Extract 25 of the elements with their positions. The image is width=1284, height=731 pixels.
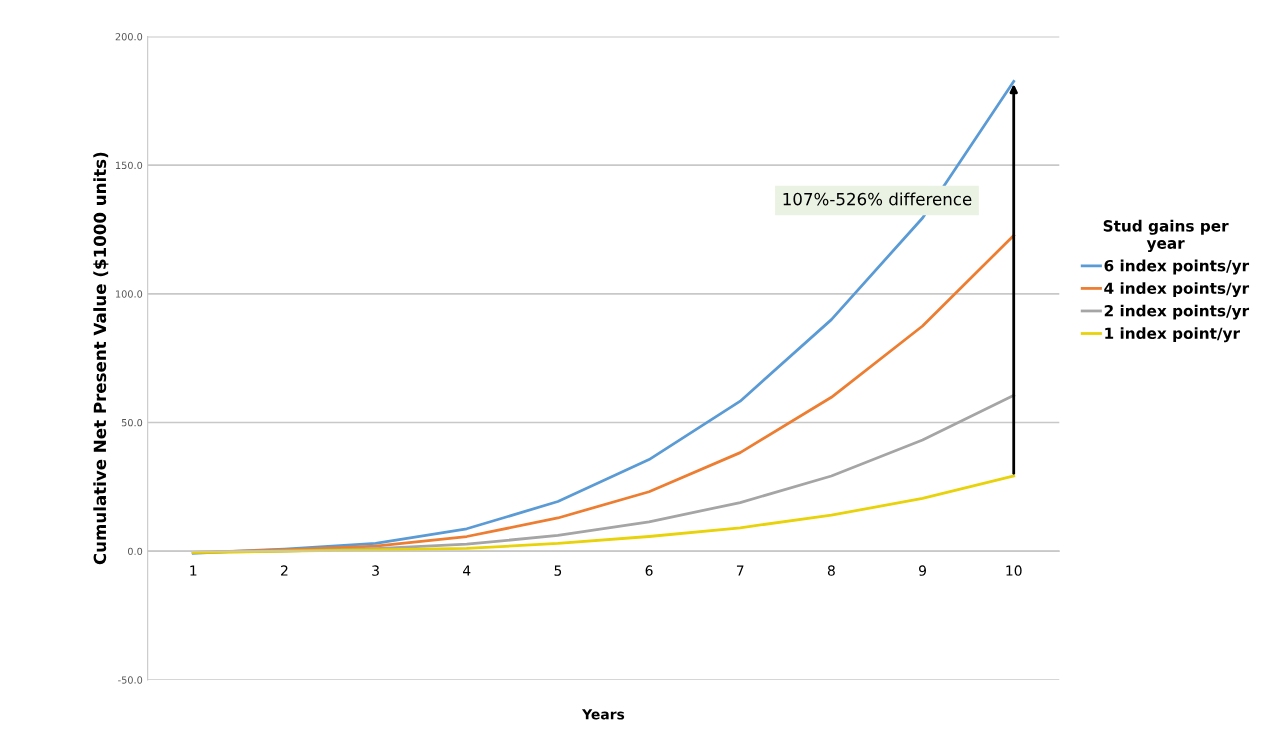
x-tick-label: 6 [645, 565, 653, 576]
legend-label: 2 index points/yr [1104, 304, 1250, 320]
legend-label: 1 index point/yr [1105, 327, 1240, 343]
y-tick-label: 100.0 [116, 290, 143, 298]
x-tick-label: 2 [281, 565, 288, 576]
x-tick-label: 9 [919, 565, 926, 576]
x-tick-label: 10 [1006, 565, 1022, 576]
x-tick-label: 8 [827, 565, 835, 576]
x-tick-label: 1 [190, 565, 197, 576]
legend-label: 4 index points/yr [1104, 282, 1250, 298]
y-tick-label: 200.0 [115, 33, 143, 41]
legend-title: Stud gains per year [1103, 219, 1229, 252]
y-tick-label: 150.0 [116, 161, 143, 170]
y-tick-label: -50.0 [118, 676, 143, 684]
x-tick-label: 4 [462, 565, 471, 576]
line-series [191, 474, 1016, 554]
y-axis-title: Cumulative Net Present Value ($1000 units) [93, 152, 109, 565]
legend-label: 6 index points/yr [1104, 259, 1250, 275]
x-tick-label: 3 [372, 565, 379, 576]
y-tick-label: 0.0 [127, 547, 143, 556]
annotation: 107%-526% difference [783, 192, 972, 206]
y-tick-label: 50.0 [121, 419, 143, 427]
x-tick-label: 5 [554, 565, 562, 576]
x-tick-label: 7 [736, 565, 744, 576]
x-axis-title: Years [581, 709, 625, 720]
